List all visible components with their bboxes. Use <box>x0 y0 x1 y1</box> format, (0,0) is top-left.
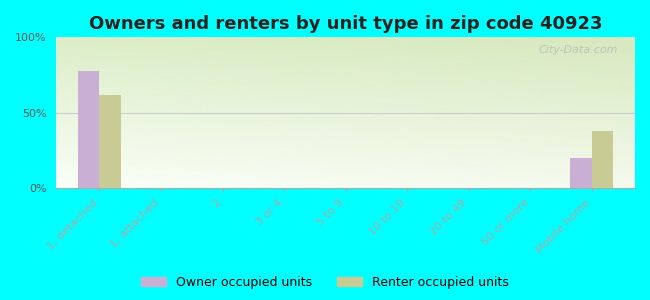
Bar <box>99 95 121 188</box>
Bar <box>78 70 99 188</box>
Legend: Owner occupied units, Renter occupied units: Owner occupied units, Renter occupied un… <box>136 271 514 294</box>
Bar <box>570 158 592 188</box>
Text: City-Data.com: City-Data.com <box>538 45 617 55</box>
Title: Owners and renters by unit type in zip code 40923: Owners and renters by unit type in zip c… <box>89 15 603 33</box>
Bar <box>592 131 614 188</box>
